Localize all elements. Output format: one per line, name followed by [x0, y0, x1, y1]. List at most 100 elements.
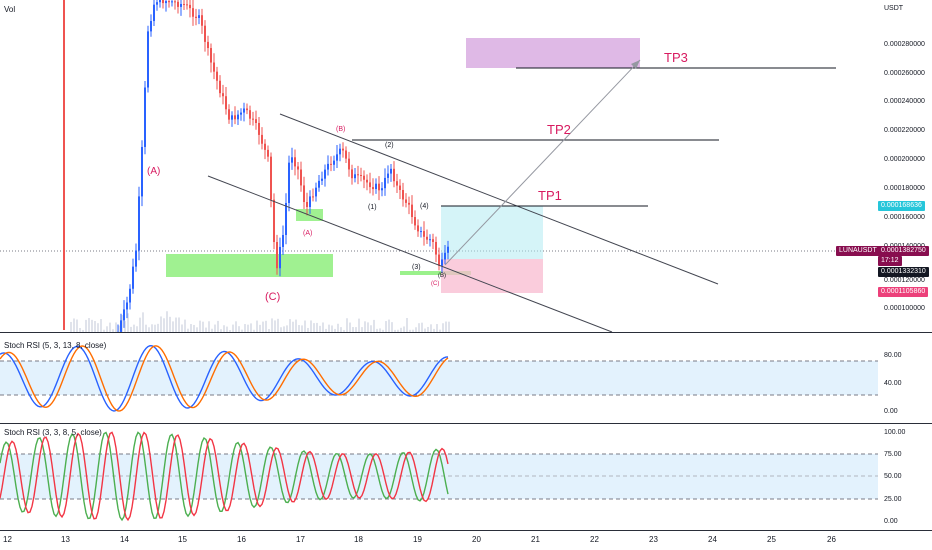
- currency-label: USDT: [884, 5, 904, 12]
- channel-upper: [279, 113, 719, 285]
- candle-body: [264, 143, 266, 150]
- candle-body: [129, 288, 131, 303]
- date-tick: 18: [354, 535, 363, 544]
- volume-bar: [214, 324, 216, 332]
- candle-body: [357, 174, 359, 176]
- candle-body: [204, 25, 206, 42]
- stoch2-d-line: [0, 431, 449, 522]
- volume-bar: [391, 322, 393, 332]
- pane-separator[interactable]: [0, 423, 932, 424]
- time-axis[interactable]: 12 13 14 15 16 17 18 19 20 21 22 23 24 2…: [0, 530, 878, 550]
- volume-bar: [229, 329, 231, 332]
- volume-bar: [136, 326, 138, 332]
- price-tick: 0.000200000: [884, 156, 925, 163]
- candle-body: [429, 239, 431, 241]
- volume-bar: [352, 327, 354, 332]
- candle-body: [303, 185, 305, 203]
- main-chart-panel[interactable]: Vol (A) (B) (C) (A) (B) (C) (1) (2) (3) …: [0, 0, 878, 332]
- stoch-rsi-panel-2[interactable]: Stoch RSI (3, 3, 8, 5, close): [0, 424, 878, 530]
- candle-body: [162, 0, 164, 4]
- candle-body: [441, 259, 443, 266]
- volume-bar: [175, 317, 177, 332]
- candle-body: [417, 225, 419, 232]
- stoch1-axis[interactable]: 80.00 40.00 0.00: [878, 333, 932, 423]
- volume-bar: [94, 320, 96, 332]
- vol-label: Vol: [4, 5, 16, 14]
- stoch2-label[interactable]: Stoch RSI (3, 3, 8, 5, close): [4, 428, 102, 437]
- stoch-rsi-1-canvas: [0, 344, 878, 412]
- price-tick: 0.000120000: [884, 277, 925, 284]
- volume-bar: [394, 329, 396, 332]
- volume-bar: [193, 324, 195, 332]
- volume-bar: [166, 311, 168, 332]
- date-tick: 23: [649, 535, 658, 544]
- candle-body: [375, 183, 377, 190]
- volume-bar: [289, 319, 291, 332]
- volume-bar: [334, 328, 336, 332]
- volume-bar: [304, 320, 306, 332]
- candle-body: [144, 87, 146, 147]
- volume-bar: [145, 324, 147, 332]
- candle-body: [381, 188, 383, 191]
- candle-body: [321, 178, 323, 181]
- volume-bar: [163, 318, 165, 332]
- stop-price-tag: 0.0001105860: [878, 287, 929, 297]
- stoch1-label[interactable]: Stoch RSI (5, 3, 13, 8, close): [4, 341, 107, 350]
- candle-body: [291, 157, 293, 163]
- candle-body: [216, 71, 218, 81]
- candle-body: [318, 180, 320, 188]
- candle-body: [360, 175, 362, 177]
- volume-bar: [115, 322, 117, 332]
- volume-bar: [133, 324, 135, 332]
- candle-body: [294, 157, 296, 167]
- volume-bar: [73, 318, 75, 332]
- volume-bar: [280, 327, 282, 332]
- volume-bar: [271, 318, 273, 332]
- volume-bar: [187, 328, 189, 332]
- volume-bar: [349, 322, 351, 332]
- support-zone-main: [166, 254, 333, 277]
- stoch-rsi-panel-1[interactable]: Stoch RSI (5, 3, 13, 8, close): [0, 333, 878, 423]
- volume-bar: [247, 324, 249, 332]
- tp3-zone: [466, 38, 640, 68]
- candle-body: [438, 254, 440, 266]
- volume-bar: [259, 324, 261, 332]
- volume-bar: [433, 328, 435, 332]
- candle-body: [156, 2, 158, 5]
- price-tick: 0.000100000: [884, 305, 925, 312]
- candle-body: [390, 168, 392, 174]
- candle-body: [405, 199, 407, 203]
- candle-body: [423, 231, 425, 237]
- volume-bar: [283, 326, 285, 332]
- countdown-tag: 17:12: [878, 256, 902, 266]
- volume-bar: [328, 324, 330, 332]
- candle-body: [243, 108, 245, 113]
- volume-bar: [292, 321, 294, 332]
- stoch1-k-line: [0, 344, 449, 412]
- prev-price-tag: 0.0001332310: [878, 267, 929, 277]
- pane-separator[interactable]: [0, 332, 932, 333]
- date-tick: 14: [120, 535, 129, 544]
- volume-bars: [70, 311, 450, 332]
- candle-body: [240, 112, 242, 115]
- tp1-label: TP1: [538, 188, 562, 203]
- main-chart-canvas: [0, 0, 878, 332]
- candle-body: [384, 177, 386, 189]
- candle-body: [201, 15, 203, 26]
- candle-body: [231, 115, 233, 120]
- wave-label-C-low: (C): [431, 281, 440, 287]
- volume-bar: [445, 321, 447, 332]
- candle-body: [195, 16, 197, 18]
- volume-bar: [118, 325, 120, 332]
- stoch2-axis[interactable]: 100.00 75.00 50.00 25.00 0.00: [878, 424, 932, 530]
- tp3-label: TP3: [664, 50, 688, 65]
- candle-body: [246, 108, 248, 111]
- date-tick: 26: [827, 535, 836, 544]
- candle-body: [234, 115, 236, 120]
- volume-bar: [373, 319, 375, 332]
- main-price-axis[interactable]: USDT 0.000280000 0.000260000 0.000240000…: [878, 0, 932, 332]
- volume-bar: [97, 323, 99, 332]
- date-tick: 24: [708, 535, 717, 544]
- candle-body: [138, 196, 140, 251]
- price-tick: 0.000240000: [884, 98, 925, 105]
